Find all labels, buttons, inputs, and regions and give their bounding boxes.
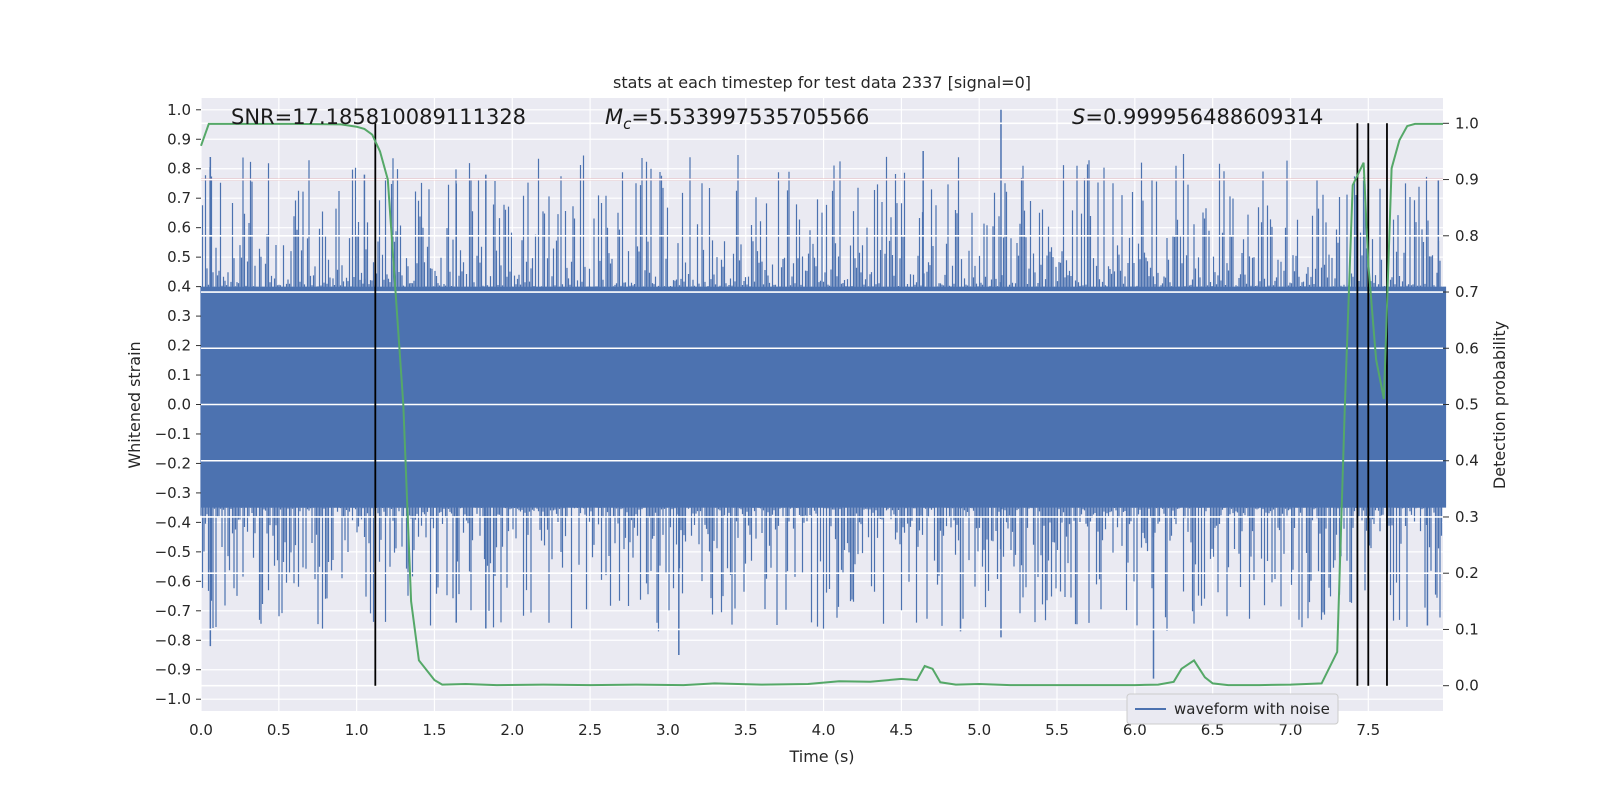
y-tick-label: 0.6 <box>167 219 191 237</box>
s-value: =0.999956488609314 <box>1085 105 1323 129</box>
y-tick-label: 0.8 <box>167 160 191 178</box>
y-tick-label: −0.5 <box>155 543 191 561</box>
y-tick-label: −1.0 <box>155 690 191 708</box>
detection-markers <box>374 123 1388 686</box>
y2-tick-label: 0.6 <box>1455 339 1479 357</box>
x-tick-label: 5.0 <box>967 721 991 739</box>
y2-tick-label: 0.7 <box>1455 283 1479 301</box>
detection-probability-line <box>200 122 1443 687</box>
y-tick-label: −0.7 <box>155 602 191 620</box>
x-tick-label: 6.5 <box>1201 721 1225 739</box>
y-tick-label: 0.1 <box>167 366 191 384</box>
x-tick-label: 2.0 <box>500 721 524 739</box>
y-tick-label: 1.0 <box>167 101 191 119</box>
y-tick-label: 0.9 <box>167 130 191 148</box>
y2-tick-label: 0.3 <box>1455 508 1479 526</box>
x-tick-label: 0.0 <box>189 721 213 739</box>
legend-label: waveform with noise <box>1174 700 1330 718</box>
y2-tick-label: 0.4 <box>1455 452 1479 470</box>
legend: waveform with noise <box>1126 693 1339 725</box>
y2-axis-label: Detection probability <box>1490 321 1509 489</box>
x-tick-label: 4.0 <box>812 721 836 739</box>
x-tick-label: 7.5 <box>1356 721 1380 739</box>
legend-box <box>1126 693 1339 725</box>
y-tick-label: 0.5 <box>167 248 191 266</box>
y-tick-label: 0.3 <box>167 307 191 325</box>
y-axis-label: Whitened strain <box>125 341 144 468</box>
chirp-mass-symbol: M <box>605 105 623 129</box>
chart-title: stats at each timestep for test data 233… <box>613 73 1031 92</box>
x-tick-label: 4.5 <box>889 721 913 739</box>
x-tick-label: 3.5 <box>734 721 758 739</box>
y-tick-label: −0.4 <box>155 513 191 531</box>
x-tick-label: 1.5 <box>423 721 447 739</box>
y2-tick-label: 0.9 <box>1455 171 1479 189</box>
x-tick-label: 7.0 <box>1279 721 1303 739</box>
x-tick-label: 2.5 <box>578 721 602 739</box>
x-tick-label: 0.5 <box>267 721 291 739</box>
x-tick-label: 1.0 <box>345 721 369 739</box>
s-symbol: S <box>1072 105 1085 129</box>
y2-tick-label: 0.8 <box>1455 227 1479 245</box>
chirp-mass-annotation: Mc=5.533997535705566 <box>605 105 869 133</box>
y-tick-label: −0.9 <box>155 661 191 679</box>
y-tick-labels: 1.0 0.9 0.8 0.7 0.6 0.5 0.4 0.3 0.2 0.1 0.0 −0.1 −0.… <box>155 101 201 708</box>
y2-tick-label: 1.0 <box>1455 114 1479 132</box>
y2-tick-label: 0.5 <box>1455 396 1479 414</box>
chirp-mass-subscript: c <box>623 115 632 133</box>
y2-tick-label: 0.1 <box>1455 620 1479 638</box>
y-tick-label: −0.3 <box>155 484 191 502</box>
y-tick-label: −0.8 <box>155 631 191 649</box>
waveform-noise <box>200 154 1443 632</box>
y2-tick-label: 0.0 <box>1455 677 1479 695</box>
snr-annotation: SNR=17.185810089111328 <box>231 105 526 129</box>
x-tick-label: 5.5 <box>1045 721 1069 739</box>
y-tick-label: −0.6 <box>155 572 191 590</box>
y2-tick-label: 0.2 <box>1455 564 1479 582</box>
x-axis-label: Time (s) <box>788 747 854 766</box>
x-tick-label: 6.0 <box>1123 721 1147 739</box>
y2-tick-labels: 1.0 0.9 0.8 0.7 0.6 0.5 0.4 0.3 0.2 0.1 0.0 <box>1443 114 1479 695</box>
y-tick-label: 0.4 <box>167 278 191 296</box>
x-tick-label: 3.0 <box>656 721 680 739</box>
y-tick-label: 0.2 <box>167 337 191 355</box>
y-tick-label: 0.7 <box>167 189 191 207</box>
chirp-mass-value: =5.533997535705566 <box>631 105 869 129</box>
y-tick-label: −0.1 <box>155 425 191 443</box>
x-tick-labels: 0.0 0.5 1.0 1.5 2.0 2.5 3.0 3.5 4.0 4.5 5.0 5.5 6.0 6… <box>189 721 1380 739</box>
y-tick-label: 0.0 <box>167 396 191 414</box>
s-annotation: S=0.999956488609314 <box>1072 105 1323 129</box>
y-tick-label: −0.2 <box>155 454 191 472</box>
